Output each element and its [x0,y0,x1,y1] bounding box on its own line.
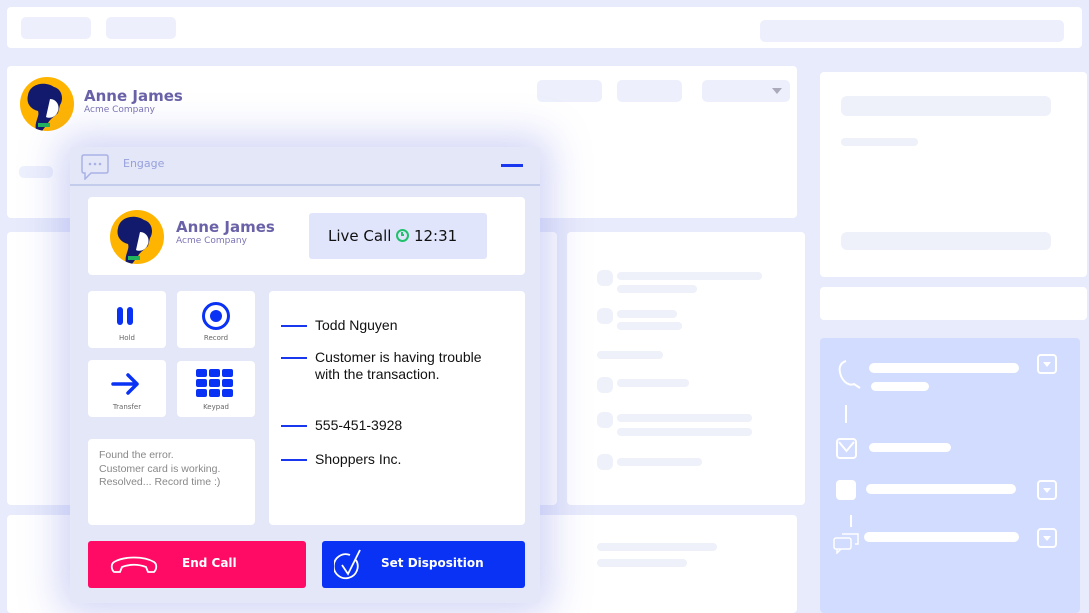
bullet-line [281,357,307,359]
side-card [820,287,1087,320]
header-button[interactable] [537,80,602,102]
detail-text: Customer is having trouble with the tran… [315,349,482,382]
chat-bubble-icon [81,154,109,180]
detail-company: Shoppers Inc. [281,451,401,467]
task-icon [836,480,856,500]
placeholder [106,17,176,39]
record-button[interactable]: Record [177,291,255,348]
widget-title: Engage [123,157,165,170]
notes-field[interactable]: Found the error. Customer card is workin… [88,439,255,525]
header-dropdown[interactable] [702,80,790,102]
placeholder [21,17,91,39]
widget-header: Engage [70,147,540,186]
chevron-down-icon [772,88,782,94]
set-disposition-label: Set Disposition [381,556,484,570]
contact-name: Anne James [176,218,275,236]
contact-company: Acme Company [84,105,155,115]
pause-icon [117,307,123,325]
activity-card [567,232,805,505]
hang-up-icon [110,556,158,573]
set-disposition-button[interactable]: Set Disposition [322,541,525,588]
arrow-right-icon [111,373,139,395]
detail-text: Todd Nguyen [315,317,398,333]
header-button[interactable] [617,80,682,102]
expand-dropdown[interactable] [1037,528,1057,548]
engage-widget: Engage Anne James Acme Company Live Call… [70,147,540,603]
top-bar [7,7,1082,48]
hold-button[interactable]: Hold [88,291,166,348]
transfer-label: Transfer [112,403,142,411]
detail-phone: 555-451-3928 [281,417,402,433]
bullet-line [281,459,307,462]
avatar [20,77,74,131]
hold-label: Hold [119,334,135,342]
expand-dropdown[interactable] [1037,354,1057,374]
phone-icon [838,360,861,389]
contact-name: Anne James [84,87,183,105]
side-card [820,72,1087,277]
call-timer: 12:31 [413,227,458,245]
keypad-label: Keypad [203,403,229,411]
end-call-label: End Call [182,556,237,570]
live-call-label: Live Call [328,227,392,245]
placeholder [19,166,53,178]
mail-icon [836,438,857,459]
call-details-panel: Todd Nguyen Customer is having trouble w… [269,291,525,525]
detail-issue: Customer is having trouble with the tran… [281,349,501,383]
notes-text[interactable]: Found the error. Customer card is workin… [99,449,221,488]
contact-card: Anne James Acme Company Live Call 12:31 [88,197,525,275]
timeline-panel [820,338,1080,613]
keypad-button[interactable]: Keypad [177,361,255,417]
contact-company: Acme Company [176,236,247,246]
record-icon [202,302,230,330]
detail-name: Todd Nguyen [281,317,398,333]
check-circle-icon [334,549,361,580]
search-placeholder [760,20,1064,42]
minimize-icon[interactable] [501,164,523,167]
keypad-icon [196,369,233,397]
chat-icon [833,533,859,554]
record-label: Record [203,334,229,342]
expand-dropdown[interactable] [1037,480,1057,500]
transfer-button[interactable]: Transfer [88,360,166,417]
end-call-button[interactable]: End Call [88,541,306,588]
live-call-status: Live Call 12:31 [309,213,487,259]
bullet-line [281,325,307,328]
clock-icon [396,229,410,242]
bullet-line [281,425,307,428]
avatar [110,210,164,264]
detail-text: 555-451-3928 [315,417,403,433]
detail-text: Shoppers Inc. [315,451,402,467]
